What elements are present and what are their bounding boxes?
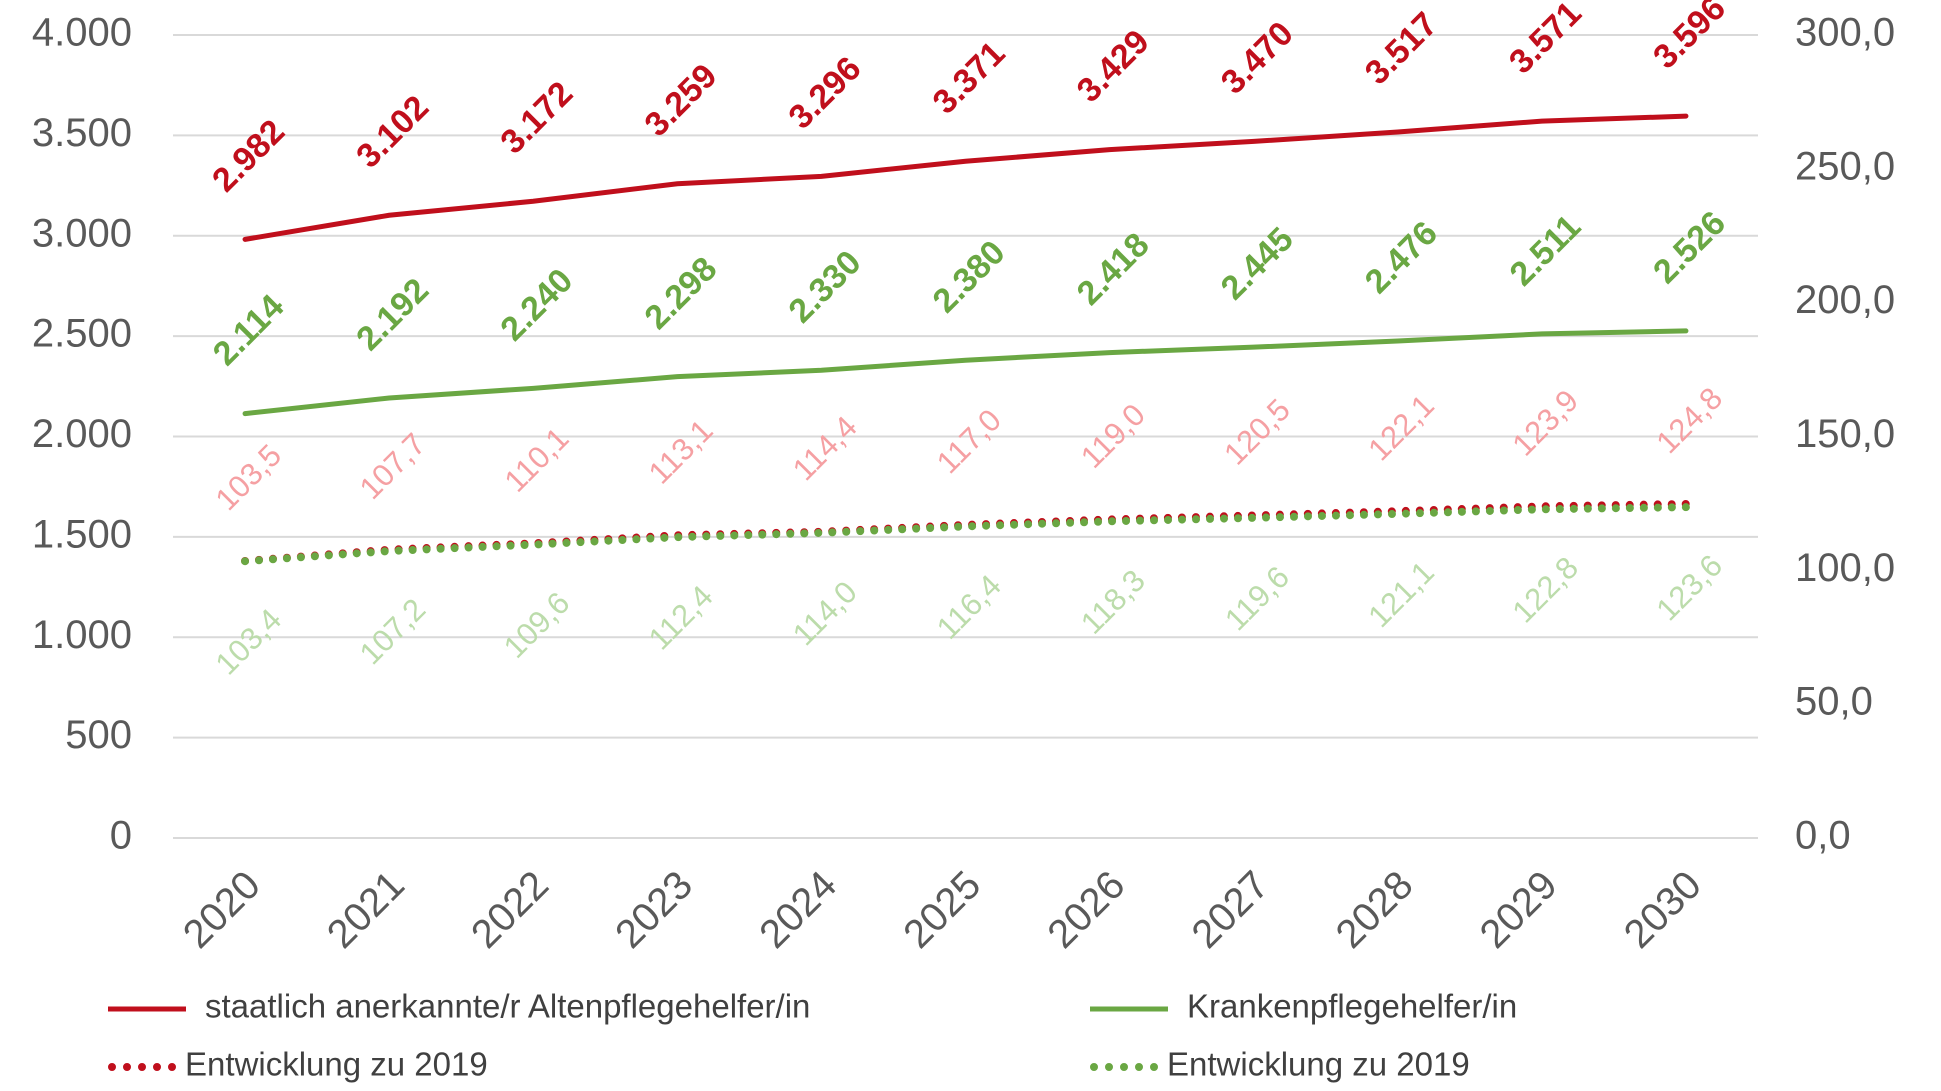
x-tick-label: 2021: [319, 863, 413, 957]
data-label: 103,4: [209, 602, 289, 682]
y-tick-label: 500: [65, 713, 132, 757]
data-label: 2.330: [781, 243, 868, 330]
legend-label: Entwicklung zu 2019: [1167, 1046, 1470, 1083]
x-tick-label: 2020: [175, 863, 269, 957]
data-label: 103,5: [209, 438, 289, 518]
x-tick-label: 2026: [1039, 863, 1133, 957]
data-label: 107,2: [353, 592, 433, 672]
y2-tick-label: 0,0: [1795, 814, 1851, 858]
data-label: 3.259: [637, 57, 724, 144]
x-tick-label: 2025: [895, 863, 989, 957]
y2-tick-label: 100,0: [1795, 546, 1895, 590]
y2-tick-label: 150,0: [1795, 412, 1895, 456]
data-label: 2.380: [926, 233, 1013, 320]
data-label: 114,4: [786, 409, 864, 487]
series-line: [242, 328, 1689, 417]
data-label: 2.192: [349, 271, 436, 358]
data-label: 112,4: [642, 579, 720, 657]
y-tick-label: 1.500: [32, 512, 132, 556]
y-tick-label: 1.000: [32, 613, 132, 657]
data-label: 2.526: [1646, 204, 1733, 291]
data-label: 3.371: [926, 34, 1013, 121]
data-label: 2.511: [1503, 208, 1589, 294]
data-label: 3.596: [1646, 0, 1733, 76]
data-label: 109,6: [497, 585, 577, 665]
data-label: 113,1: [642, 413, 720, 491]
data-label: 123,9: [1505, 383, 1585, 463]
data-label: 3.571: [1502, 0, 1589, 81]
y-tick-label: 0: [110, 814, 132, 858]
data-label: 124,8: [1650, 381, 1730, 461]
data-label: 2.476: [1358, 214, 1445, 301]
data-label: 120,5: [1217, 392, 1297, 472]
legend-label: Entwicklung zu 2019: [185, 1046, 488, 1083]
data-label: 2.445: [1214, 220, 1301, 307]
data-label: 119,6: [1218, 559, 1296, 637]
legend-label: Krankenpflegehelfer/in: [1187, 988, 1517, 1025]
x-tick-label: 2029: [1472, 863, 1566, 957]
data-label: 3.470: [1214, 14, 1301, 101]
data-label: 117,0: [930, 402, 1008, 480]
series-line: [242, 113, 1689, 242]
y2-tick-label: 250,0: [1795, 144, 1895, 188]
legend-label: staatlich anerkannte/r Altenpflegehelfer…: [205, 988, 810, 1025]
y-tick-label: 3.500: [32, 111, 132, 155]
x-tick-label: 2024: [751, 863, 845, 957]
series-line: [241, 503, 1690, 566]
x-tick-label: 2028: [1328, 863, 1422, 957]
data-label: 3.102: [349, 88, 436, 175]
data-label: 116,4: [930, 568, 1008, 646]
series-line: [241, 499, 1690, 565]
x-tick-label: 2022: [463, 863, 557, 957]
y-tick-label: 2.000: [32, 412, 132, 456]
data-label: 2.982: [205, 112, 292, 199]
data-label: 3.517: [1358, 5, 1445, 92]
data-label: 122,8: [1505, 550, 1585, 630]
data-label: 121,1: [1361, 554, 1441, 634]
data-label: 118,3: [1074, 563, 1152, 641]
y-tick-label: 2.500: [32, 312, 132, 356]
y2-tick-label: 200,0: [1795, 278, 1895, 322]
data-label: 114,0: [786, 574, 864, 652]
data-label: 2.298: [637, 250, 724, 337]
data-label: 3.296: [781, 49, 868, 136]
y2-tick-label: 300,0: [1795, 11, 1895, 55]
data-label: 2.114: [206, 287, 292, 373]
data-label: 107,7: [353, 426, 433, 506]
data-label: 123,6: [1650, 548, 1730, 628]
y-tick-label: 3.000: [32, 211, 132, 255]
x-tick-label: 2030: [1616, 863, 1710, 957]
y-tick-label: 4.000: [32, 11, 132, 55]
x-tick-label: 2023: [607, 863, 701, 957]
data-label: 122,1: [1361, 388, 1441, 468]
data-label: 2.418: [1070, 226, 1157, 313]
x-tick-label: 2027: [1183, 863, 1277, 957]
data-label: 3.172: [493, 74, 580, 161]
data-label: 110,1: [498, 421, 576, 499]
y2-tick-label: 50,0: [1795, 680, 1873, 724]
